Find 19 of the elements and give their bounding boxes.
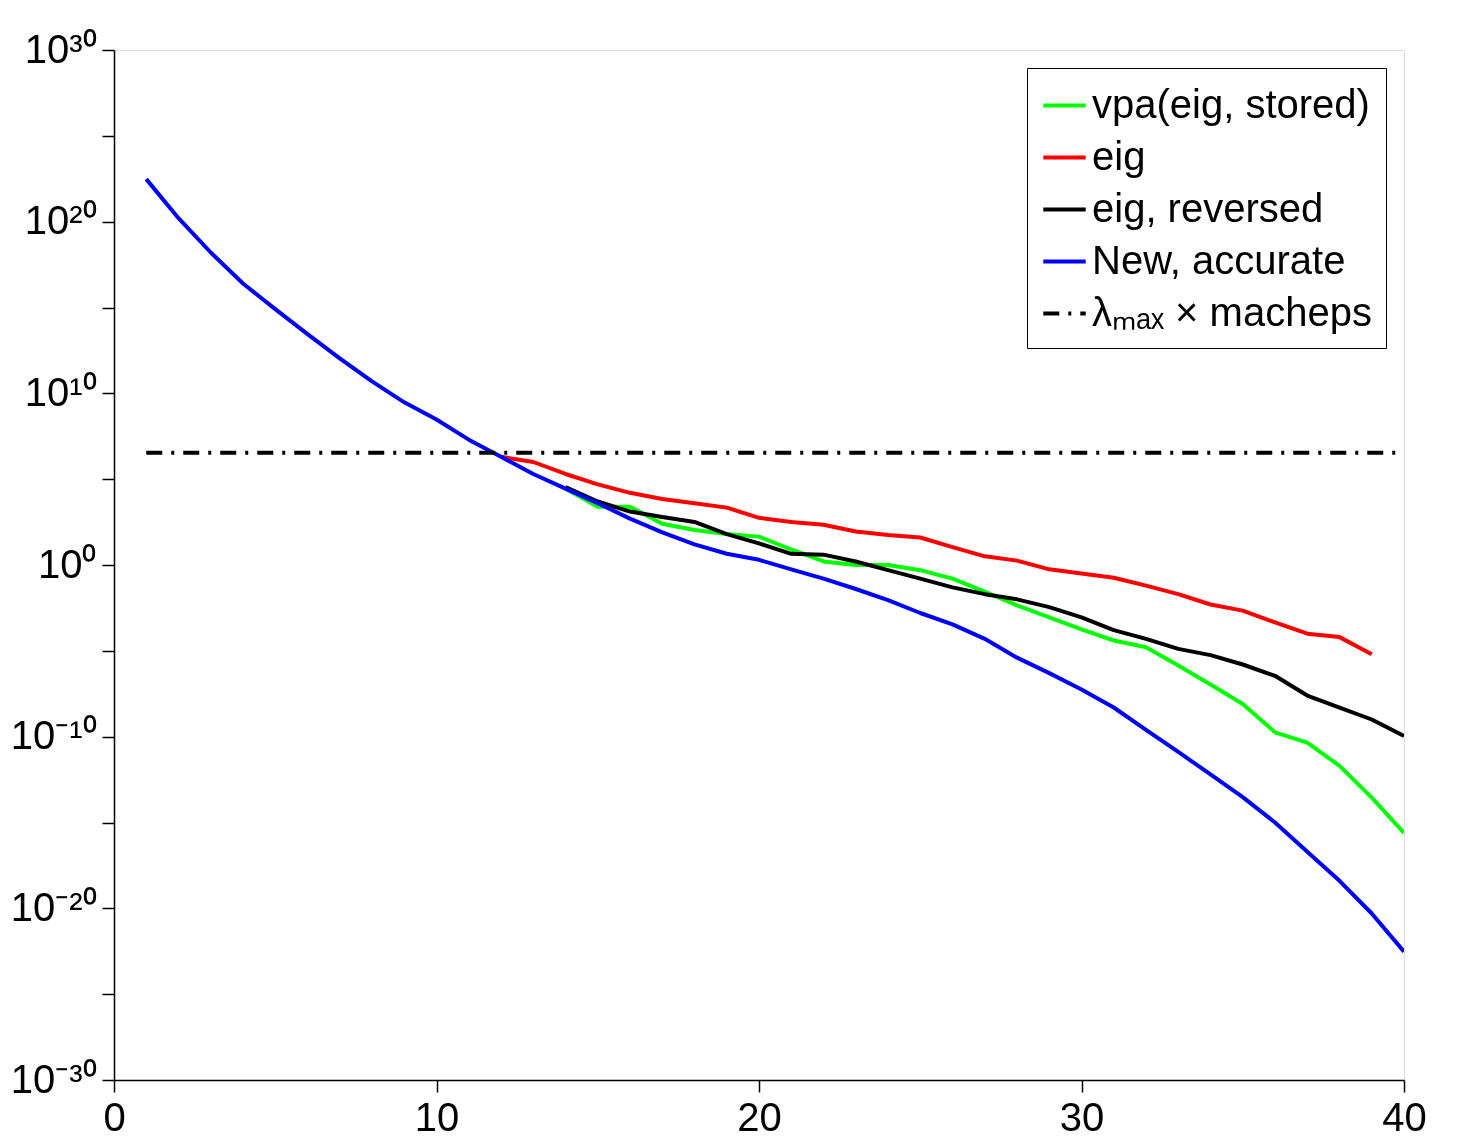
- y-tick-label: 10⁰: [38, 541, 97, 586]
- y-tick-label: 10²⁰: [24, 198, 97, 243]
- y-tick-label: 10⁻¹⁰: [10, 713, 97, 758]
- x-tick-label: 20: [737, 1094, 782, 1136]
- line-series: [563, 484, 1404, 738]
- line-series: [144, 177, 1404, 954]
- x-tick-label: 30: [1059, 1094, 1105, 1136]
- y-tick-label: 10⁻²⁰: [10, 884, 97, 929]
- legend-label: eig: [1092, 133, 1146, 178]
- y-tick-label: 10⁻³⁰: [10, 1056, 97, 1101]
- x-tick-label: 10: [414, 1094, 460, 1136]
- x-tick-label: 0: [103, 1094, 126, 1136]
- legend-label: vpa(eig, stored): [1092, 81, 1370, 126]
- y-tick-label: 10³⁰: [24, 26, 97, 71]
- legend-label: eig, reversed: [1092, 185, 1324, 230]
- legend-label: λₘₐₓ × macheps: [1092, 289, 1372, 334]
- y-tick-label: 10¹⁰: [24, 369, 97, 414]
- x-tick-label: 40: [1382, 1094, 1427, 1136]
- legend-label: New, accurate: [1092, 237, 1346, 282]
